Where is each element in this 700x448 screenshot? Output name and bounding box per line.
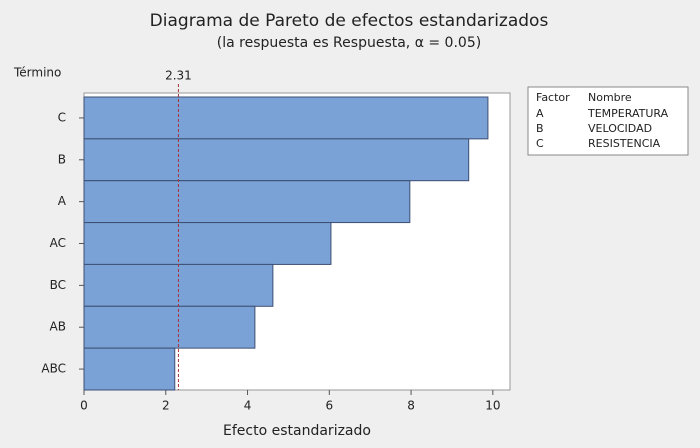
- x-tick-label: 2: [162, 399, 170, 413]
- legend-cell: C: [536, 137, 544, 150]
- y-tick-label: ABC: [41, 362, 66, 376]
- y-tick-label: AB: [50, 320, 66, 334]
- y-axis-label: Término: [13, 66, 61, 80]
- legend-cell: B: [536, 122, 544, 135]
- x-tick-label: 0: [80, 399, 88, 413]
- bar: [83, 347, 176, 391]
- x-tick-label: 8: [407, 399, 415, 413]
- bar: [83, 222, 332, 265]
- legend-box: [527, 86, 689, 156]
- x-tick-label: 6: [325, 399, 333, 413]
- y-tick-label: AC: [50, 236, 66, 250]
- legend-header: Nombre: [588, 91, 632, 104]
- bar: [83, 180, 411, 224]
- y-tick-label: BC: [50, 278, 66, 292]
- x-axis-label: Efecto estandarizado: [223, 423, 371, 439]
- legend-cell: TEMPERATURA: [587, 107, 669, 120]
- y-tick-label: A: [58, 194, 67, 208]
- chart-subtitle: (la respuesta es Respuesta, α = 0.05): [217, 35, 481, 51]
- bar: [83, 305, 256, 349]
- bar: [83, 138, 470, 182]
- chart-title: Diagrama de Pareto de efectos estandariz…: [150, 11, 549, 31]
- x-tick-label: 4: [244, 399, 252, 413]
- y-tick-label: C: [58, 110, 66, 124]
- x-tick-label: 10: [485, 399, 500, 413]
- legend-header: Factor: [536, 91, 570, 104]
- y-tick-label: B: [58, 152, 66, 166]
- legend-cell: A: [536, 107, 544, 120]
- legend-cell: VELOCIDAD: [588, 122, 652, 135]
- bar: [83, 96, 489, 140]
- reference-label: 2.31: [165, 69, 192, 83]
- legend-cell: RESISTENCIA: [588, 137, 661, 150]
